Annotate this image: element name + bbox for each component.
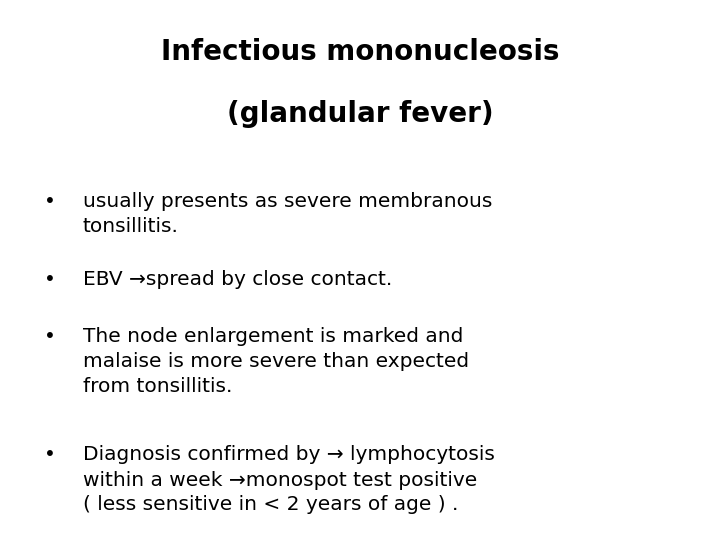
Text: Diagnosis confirmed by → lymphocytosis
within a week →monospot test positive
( l: Diagnosis confirmed by → lymphocytosis w… bbox=[83, 446, 495, 515]
Text: •: • bbox=[45, 446, 56, 464]
Text: •: • bbox=[45, 192, 56, 211]
Text: •: • bbox=[45, 270, 56, 289]
Text: Infectious mononucleosis: Infectious mononucleosis bbox=[161, 38, 559, 66]
Text: (glandular fever): (glandular fever) bbox=[227, 100, 493, 128]
Text: The node enlargement is marked and
malaise is more severe than expected
from ton: The node enlargement is marked and malai… bbox=[83, 327, 469, 396]
Text: EBV →spread by close contact.: EBV →spread by close contact. bbox=[83, 270, 392, 289]
Text: usually presents as severe membranous
tonsillitis.: usually presents as severe membranous to… bbox=[83, 192, 492, 235]
Text: •: • bbox=[45, 327, 56, 346]
